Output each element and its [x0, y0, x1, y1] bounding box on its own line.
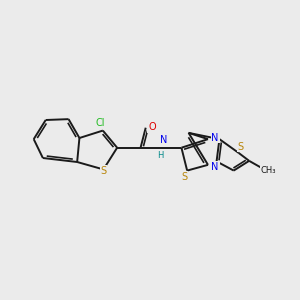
Text: CH₃: CH₃: [261, 167, 276, 176]
Text: N: N: [212, 133, 219, 143]
Text: N: N: [212, 162, 219, 172]
Text: H: H: [157, 151, 163, 160]
Text: Cl: Cl: [96, 118, 105, 128]
Text: S: S: [100, 166, 106, 176]
Text: N: N: [160, 135, 167, 145]
Text: O: O: [148, 122, 156, 132]
Text: S: S: [238, 142, 244, 152]
Text: S: S: [181, 172, 187, 182]
